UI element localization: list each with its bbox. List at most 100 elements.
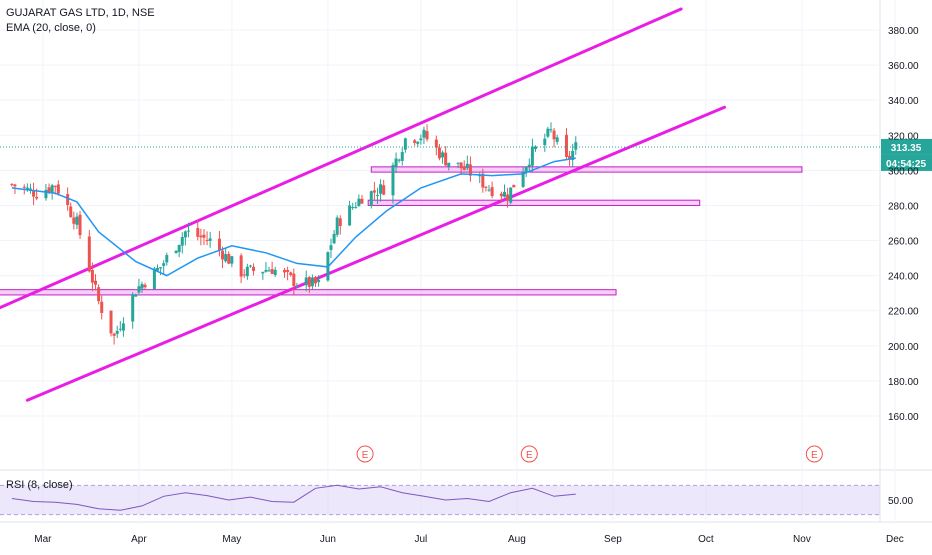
time-tick-label: Nov bbox=[793, 534, 811, 545]
candle-body bbox=[155, 267, 159, 271]
candle-body bbox=[224, 254, 228, 262]
candle-body bbox=[22, 186, 26, 188]
time-tick-label: May bbox=[222, 534, 241, 545]
candle-body bbox=[90, 270, 94, 283]
candle-body bbox=[47, 187, 51, 192]
price-tick-label: 280.00 bbox=[888, 201, 919, 212]
candle-body bbox=[375, 195, 379, 197]
candle-body bbox=[239, 255, 243, 277]
candle-body bbox=[109, 310, 113, 334]
candle-body bbox=[248, 265, 252, 267]
channel-trendline bbox=[25, 105, 726, 402]
candle-body bbox=[50, 185, 54, 193]
candle-body bbox=[25, 187, 29, 190]
candle-body bbox=[230, 256, 234, 264]
candle-body bbox=[152, 268, 156, 290]
candle-body bbox=[394, 158, 398, 167]
time-tick-label: Sep bbox=[604, 534, 622, 545]
candle-body bbox=[397, 159, 401, 161]
candle-body bbox=[391, 165, 395, 196]
countdown-tag bbox=[881, 154, 932, 171]
candle-body bbox=[403, 138, 407, 150]
candle-body bbox=[447, 162, 451, 167]
candle-body bbox=[307, 277, 311, 287]
candle-body bbox=[314, 277, 318, 284]
rsi-legend[interactable]: RSI (8, close) bbox=[6, 479, 73, 491]
candle-body bbox=[335, 217, 339, 235]
rsi-line bbox=[11, 484, 576, 511]
candle-body bbox=[571, 150, 575, 160]
rsi-band bbox=[0, 485, 880, 515]
candle-body bbox=[292, 273, 296, 287]
grid-lines bbox=[0, 0, 932, 523]
candle-body bbox=[186, 230, 190, 232]
candle-body bbox=[555, 137, 559, 142]
candle-body bbox=[261, 272, 265, 274]
candle-body bbox=[78, 214, 82, 236]
candle-body bbox=[180, 237, 184, 246]
time-tick-label: Dec bbox=[886, 534, 904, 545]
candle-body bbox=[568, 155, 572, 159]
channel-trendlines[interactable] bbox=[0, 7, 726, 402]
candle-body bbox=[478, 175, 482, 177]
candle-body bbox=[552, 130, 556, 140]
candle-body bbox=[208, 238, 212, 241]
candle-body bbox=[245, 266, 249, 277]
candle-body bbox=[360, 198, 364, 204]
support-zone-box bbox=[370, 166, 803, 173]
candle-body bbox=[372, 190, 376, 193]
channel-trendline bbox=[0, 7, 683, 310]
time-tick-label: Apr bbox=[131, 534, 147, 545]
candle-body bbox=[310, 277, 314, 287]
time-tick-label: Aug bbox=[508, 534, 526, 545]
candle-body bbox=[137, 286, 141, 293]
candle-body bbox=[87, 236, 91, 272]
candle-body bbox=[468, 164, 472, 176]
rsi-tick-label: 50.00 bbox=[888, 496, 913, 507]
candle-body bbox=[521, 172, 525, 187]
candle-body bbox=[329, 245, 333, 250]
candle-body bbox=[131, 294, 135, 322]
price-tick-label: 360.00 bbox=[888, 61, 919, 72]
candle-body bbox=[564, 134, 568, 157]
ema-legend[interactable]: EMA (20, close, 0) bbox=[6, 22, 96, 34]
candle-body bbox=[202, 234, 206, 238]
candle-body bbox=[332, 233, 336, 244]
candle-body bbox=[44, 189, 48, 199]
symbol-legend[interactable]: GUJARAT GAS LTD, 1D, NSE bbox=[6, 7, 155, 19]
candle-body bbox=[69, 206, 73, 218]
candle-body bbox=[574, 142, 578, 150]
candle-body bbox=[97, 287, 101, 302]
candle-body bbox=[174, 250, 178, 254]
candle-body bbox=[177, 244, 181, 252]
candle-body bbox=[112, 333, 116, 336]
candle-body bbox=[546, 128, 550, 137]
candle-body bbox=[140, 284, 144, 289]
candle-body bbox=[348, 205, 352, 226]
candle-body bbox=[524, 166, 528, 173]
candle-body bbox=[56, 184, 60, 194]
ema-line-group bbox=[11, 157, 576, 277]
candle-body bbox=[134, 294, 138, 297]
price-tick-label: 320.00 bbox=[888, 131, 919, 142]
candle-body bbox=[465, 163, 469, 169]
candle-body bbox=[199, 235, 203, 238]
candle-body bbox=[425, 131, 429, 140]
candle-body bbox=[295, 285, 299, 287]
candle-body bbox=[354, 206, 358, 208]
candle-body bbox=[416, 141, 420, 144]
candle-body bbox=[509, 187, 513, 203]
candle-body bbox=[270, 269, 274, 274]
candle-body bbox=[400, 152, 404, 161]
candle-body bbox=[484, 186, 488, 188]
candle-body bbox=[499, 193, 503, 197]
candle-body bbox=[10, 184, 14, 186]
horizontal-zones[interactable] bbox=[0, 166, 803, 296]
support-zone-box bbox=[0, 289, 617, 296]
price-tick-label: 160.00 bbox=[888, 412, 919, 423]
price-tick-label: 200.00 bbox=[888, 342, 919, 353]
candle-body bbox=[66, 194, 70, 206]
